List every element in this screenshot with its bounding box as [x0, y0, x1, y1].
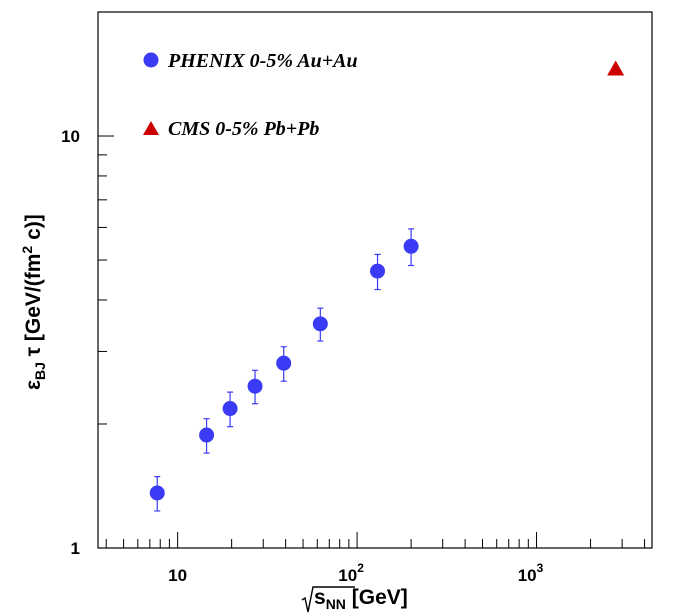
phenix-point [370, 263, 386, 279]
data-marks [149, 60, 625, 512]
legend-marker-phenix [143, 52, 159, 68]
x-axis-title: sNN [GeV] [301, 586, 408, 613]
legend-label-cms: CMS 0-5% Pb+Pb [168, 118, 319, 140]
x-axis-title-var: s [314, 586, 326, 609]
x-axis-title-sub: NN [326, 596, 346, 612]
svg-text:εBJ τ [GeV/(fm2 c)]: εBJ τ [GeV/(fm2 c)] [19, 214, 48, 390]
phenix-point [312, 316, 328, 332]
y-axis-title-eps: ε [22, 380, 45, 390]
y-tick-label: 10 [61, 127, 80, 146]
legend: PHENIX 0-5% Au+Au CMS 0-5% Pb+Pb [143, 50, 358, 140]
x-tick-label: 102 [338, 561, 364, 585]
x-axis-title-unit: [GeV] [346, 586, 408, 609]
x-tick-label-base: 10 [338, 566, 357, 585]
phenix-point [149, 485, 165, 501]
x-axis-tick-labels: 10 102 103 [168, 561, 543, 585]
y-axis-title: εBJ τ [GeV/(fm2 c)] [19, 214, 48, 390]
phenix-point [247, 378, 263, 394]
cms-point [607, 60, 625, 76]
y-axis-title-end: c)] [22, 214, 45, 246]
plot-frame [97, 11, 653, 549]
phenix-point [199, 427, 215, 443]
y-axis-tick-labels: 1 10 [61, 127, 80, 558]
svg-text:sNN [GeV]: sNN [GeV] [314, 586, 408, 612]
y-tick-label: 1 [71, 539, 80, 558]
legend-label-phenix: PHENIX 0-5% Au+Au [167, 50, 358, 72]
x-tick-label-exponent: 3 [537, 561, 544, 575]
y-axis-ticks [98, 11, 114, 549]
y-axis-title-eps-sub: BJ [32, 362, 48, 380]
x-axis-ticks [105, 532, 646, 548]
phenix-point [403, 238, 419, 254]
phenix-point [222, 401, 238, 417]
x-tick-label-base: 10 [518, 566, 537, 585]
y-axis-title-sup: 2 [19, 246, 35, 254]
x-axis-title-radical [301, 586, 355, 613]
phenix-point [276, 355, 292, 371]
x-tick-label: 103 [518, 561, 544, 585]
x-tick-label-exponent: 2 [357, 561, 364, 575]
x-tick-label: 10 [168, 566, 187, 585]
y-axis-title-mid: τ [GeV/(fm [22, 254, 45, 363]
legend-marker-cms [143, 121, 159, 135]
